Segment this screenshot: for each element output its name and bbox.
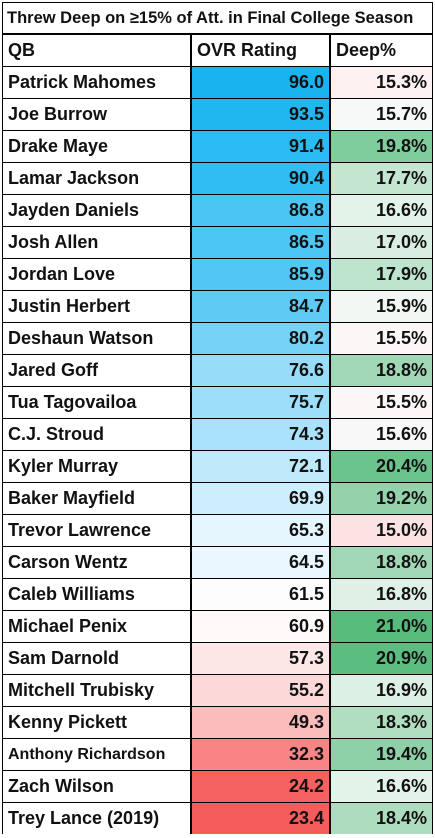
cell-qb-name: Caleb Williams — [3, 579, 190, 610]
cell-qb-name: Jayden Daniels — [3, 195, 190, 226]
cell-deep-pct: 19.2% — [331, 483, 432, 514]
cell-deep-pct: 15.5% — [331, 387, 432, 418]
cell-ovr-rating: 75.7 — [192, 387, 329, 418]
cell-qb-name: Josh Allen — [3, 227, 190, 258]
cell-qb-name: Mitchell Trubisky — [3, 675, 190, 706]
cell-deep-pct: 15.7% — [331, 99, 432, 130]
cell-deep-pct: 15.5% — [331, 323, 432, 354]
cell-deep-pct: 19.8% — [331, 131, 432, 162]
cell-qb-name: Kenny Pickett — [3, 707, 190, 738]
header-deep-pct: Deep% — [331, 35, 432, 66]
cell-deep-pct: 15.0% — [331, 515, 432, 546]
cell-qb-name: Justin Herbert — [3, 291, 190, 322]
cell-deep-pct: 18.3% — [331, 707, 432, 738]
cell-deep-pct: 15.3% — [331, 67, 432, 98]
cell-ovr-rating: 69.9 — [192, 483, 329, 514]
cell-ovr-rating: 57.3 — [192, 643, 329, 674]
cell-ovr-rating: 23.4 — [192, 803, 329, 834]
cell-qb-name: Drake Maye — [3, 131, 190, 162]
cell-deep-pct: 20.9% — [331, 643, 432, 674]
cell-qb-name: Trevor Lawrence — [3, 515, 190, 546]
cell-ovr-rating: 93.5 — [192, 99, 329, 130]
cell-deep-pct: 18.8% — [331, 547, 432, 578]
cell-qb-name: Jared Goff — [3, 355, 190, 386]
cell-deep-pct: 16.9% — [331, 675, 432, 706]
cell-deep-pct: 18.4% — [331, 803, 432, 834]
header-ovr-rating: OVR Rating — [192, 35, 329, 66]
cell-ovr-rating: 76.6 — [192, 355, 329, 386]
cell-ovr-rating: 74.3 — [192, 419, 329, 450]
table-title: Threw Deep on ≥15% of Att. in Final Coll… — [2, 2, 433, 34]
cell-deep-pct: 18.8% — [331, 355, 432, 386]
cell-qb-name: Kyler Murray — [3, 451, 190, 482]
cell-qb-name: Tua Tagovailoa — [3, 387, 190, 418]
cell-deep-pct: 16.6% — [331, 195, 432, 226]
cell-ovr-rating: 96.0 — [192, 67, 329, 98]
cell-ovr-rating: 49.3 — [192, 707, 329, 738]
cell-deep-pct: 17.0% — [331, 227, 432, 258]
cell-ovr-rating: 72.1 — [192, 451, 329, 482]
cell-qb-name: Baker Mayfield — [3, 483, 190, 514]
cell-qb-name: Joe Burrow — [3, 99, 190, 130]
cell-deep-pct: 17.9% — [331, 259, 432, 290]
cell-qb-name: Anthony Richardson — [3, 739, 190, 770]
cell-qb-name: Deshaun Watson — [3, 323, 190, 354]
cell-ovr-rating: 85.9 — [192, 259, 329, 290]
cell-qb-name: Jordan Love — [3, 259, 190, 290]
cell-deep-pct: 20.4% — [331, 451, 432, 482]
cell-ovr-rating: 86.8 — [192, 195, 329, 226]
cell-ovr-rating: 60.9 — [192, 611, 329, 642]
cell-ovr-rating: 80.2 — [192, 323, 329, 354]
cell-ovr-rating: 32.3 — [192, 739, 329, 770]
cell-qb-name: Carson Wentz — [3, 547, 190, 578]
cell-ovr-rating: 55.2 — [192, 675, 329, 706]
cell-qb-name: Michael Penix — [3, 611, 190, 642]
cell-ovr-rating: 84.7 — [192, 291, 329, 322]
cell-ovr-rating: 61.5 — [192, 579, 329, 610]
cell-ovr-rating: 65.3 — [192, 515, 329, 546]
cell-qb-name: Sam Darnold — [3, 643, 190, 674]
cell-ovr-rating: 91.4 — [192, 131, 329, 162]
cell-qb-name: Trey Lance (2019) — [3, 803, 190, 834]
cell-ovr-rating: 86.5 — [192, 227, 329, 258]
cell-qb-name: Lamar Jackson — [3, 163, 190, 194]
cell-deep-pct: 16.6% — [331, 771, 432, 802]
cell-deep-pct: 15.9% — [331, 291, 432, 322]
cell-qb-name: Patrick Mahomes — [3, 67, 190, 98]
cell-deep-pct: 19.4% — [331, 739, 432, 770]
cell-ovr-rating: 24.2 — [192, 771, 329, 802]
cell-qb-name: C.J. Stroud — [3, 419, 190, 450]
cell-deep-pct: 21.0% — [331, 611, 432, 642]
cell-ovr-rating: 64.5 — [192, 547, 329, 578]
cell-deep-pct: 17.7% — [331, 163, 432, 194]
cell-ovr-rating: 90.4 — [192, 163, 329, 194]
cell-qb-name: Zach Wilson — [3, 771, 190, 802]
header-qb: QB — [3, 35, 190, 66]
cell-deep-pct: 16.8% — [331, 579, 432, 610]
cell-deep-pct: 15.6% — [331, 419, 432, 450]
